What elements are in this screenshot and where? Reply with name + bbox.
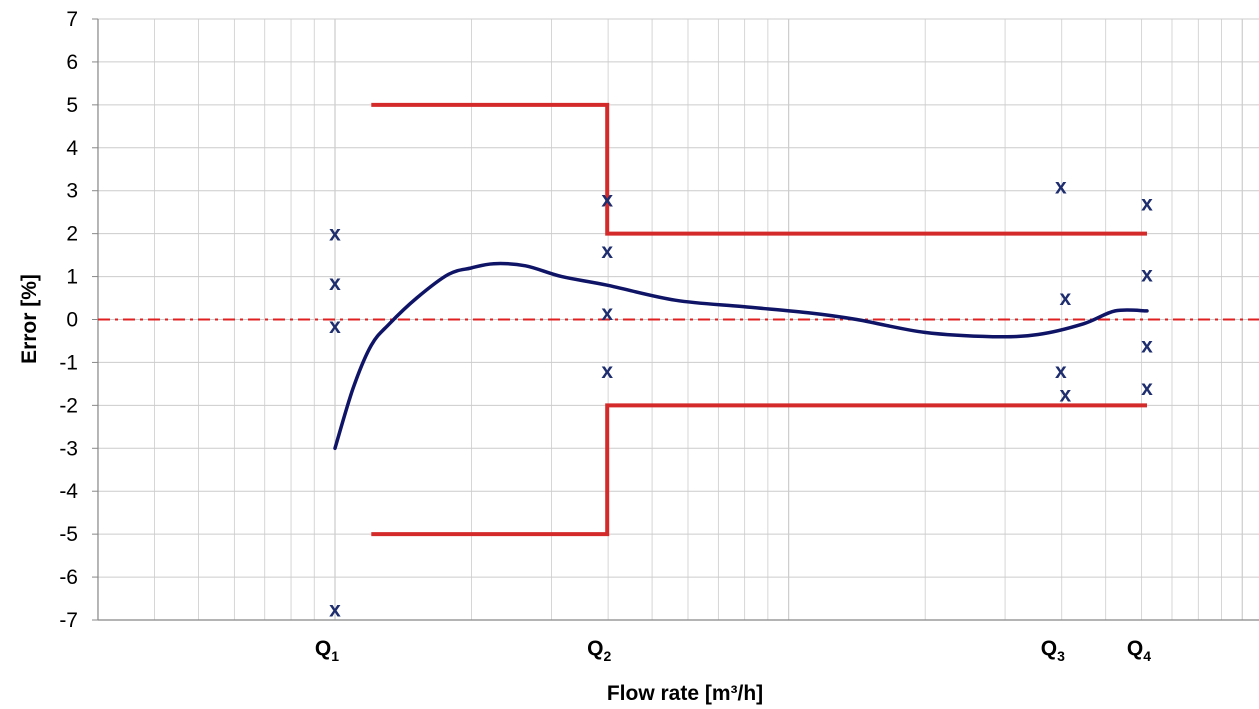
measurement-point: x [1141,377,1153,400]
y-tick-label: 2 [66,223,78,246]
measurement-point: x [1060,384,1072,407]
y-tick-labels: 7 6 5 4 3 2 1 0 -1 -2 -3 -4 -5 -6 -7 [59,8,98,632]
measurement-point: x [1141,263,1153,286]
y-tick-label: 3 [66,180,78,203]
y-tick-label: -4 [59,480,78,503]
error-curve-line [335,264,1147,449]
measurement-point: x [1055,175,1067,198]
lower-limit-line [371,405,1147,534]
measurement-point: x [1141,334,1153,357]
y-tick-label: -7 [59,609,78,632]
measurement-point: x [329,598,341,621]
y-tick-label: 4 [66,137,78,160]
x-tick-label: Q4 [1127,637,1151,664]
x-tick-label: Q3 [1041,637,1065,664]
measurement-point: x [601,188,613,211]
x-tick-labels: Q1 Q2 Q3 Q4 [315,637,1151,664]
y-tick-label: -1 [59,351,78,374]
measurement-point: x [1060,287,1072,310]
measurement-point: x [601,302,613,325]
y-tick-label: 0 [66,309,78,332]
measurement-point: x [601,360,613,383]
x-tick-label: Q1 [315,637,339,664]
upper-limit-line [371,105,1147,234]
measurement-point: x [1055,360,1067,383]
measurement-point: x [329,223,341,246]
x-axis-title: Flow rate [m³/h] [607,682,763,705]
y-tick-label: -5 [59,523,78,546]
y-tick-label: 6 [66,51,78,74]
y-tick-label: 7 [66,8,78,31]
y-tick-label: -3 [59,437,78,460]
y-tick-label: -6 [59,566,78,589]
measurement-point: x [601,240,613,263]
measurement-point: x [329,315,341,338]
measurement-point: x [329,272,341,295]
y-tick-label: 5 [66,94,78,117]
measurement-point: x [1141,193,1153,216]
y-axis-title: Error [%] [18,274,41,364]
y-tick-label: -2 [59,394,78,417]
x-tick-label: Q2 [587,637,611,664]
y-tick-label: 1 [66,266,78,289]
